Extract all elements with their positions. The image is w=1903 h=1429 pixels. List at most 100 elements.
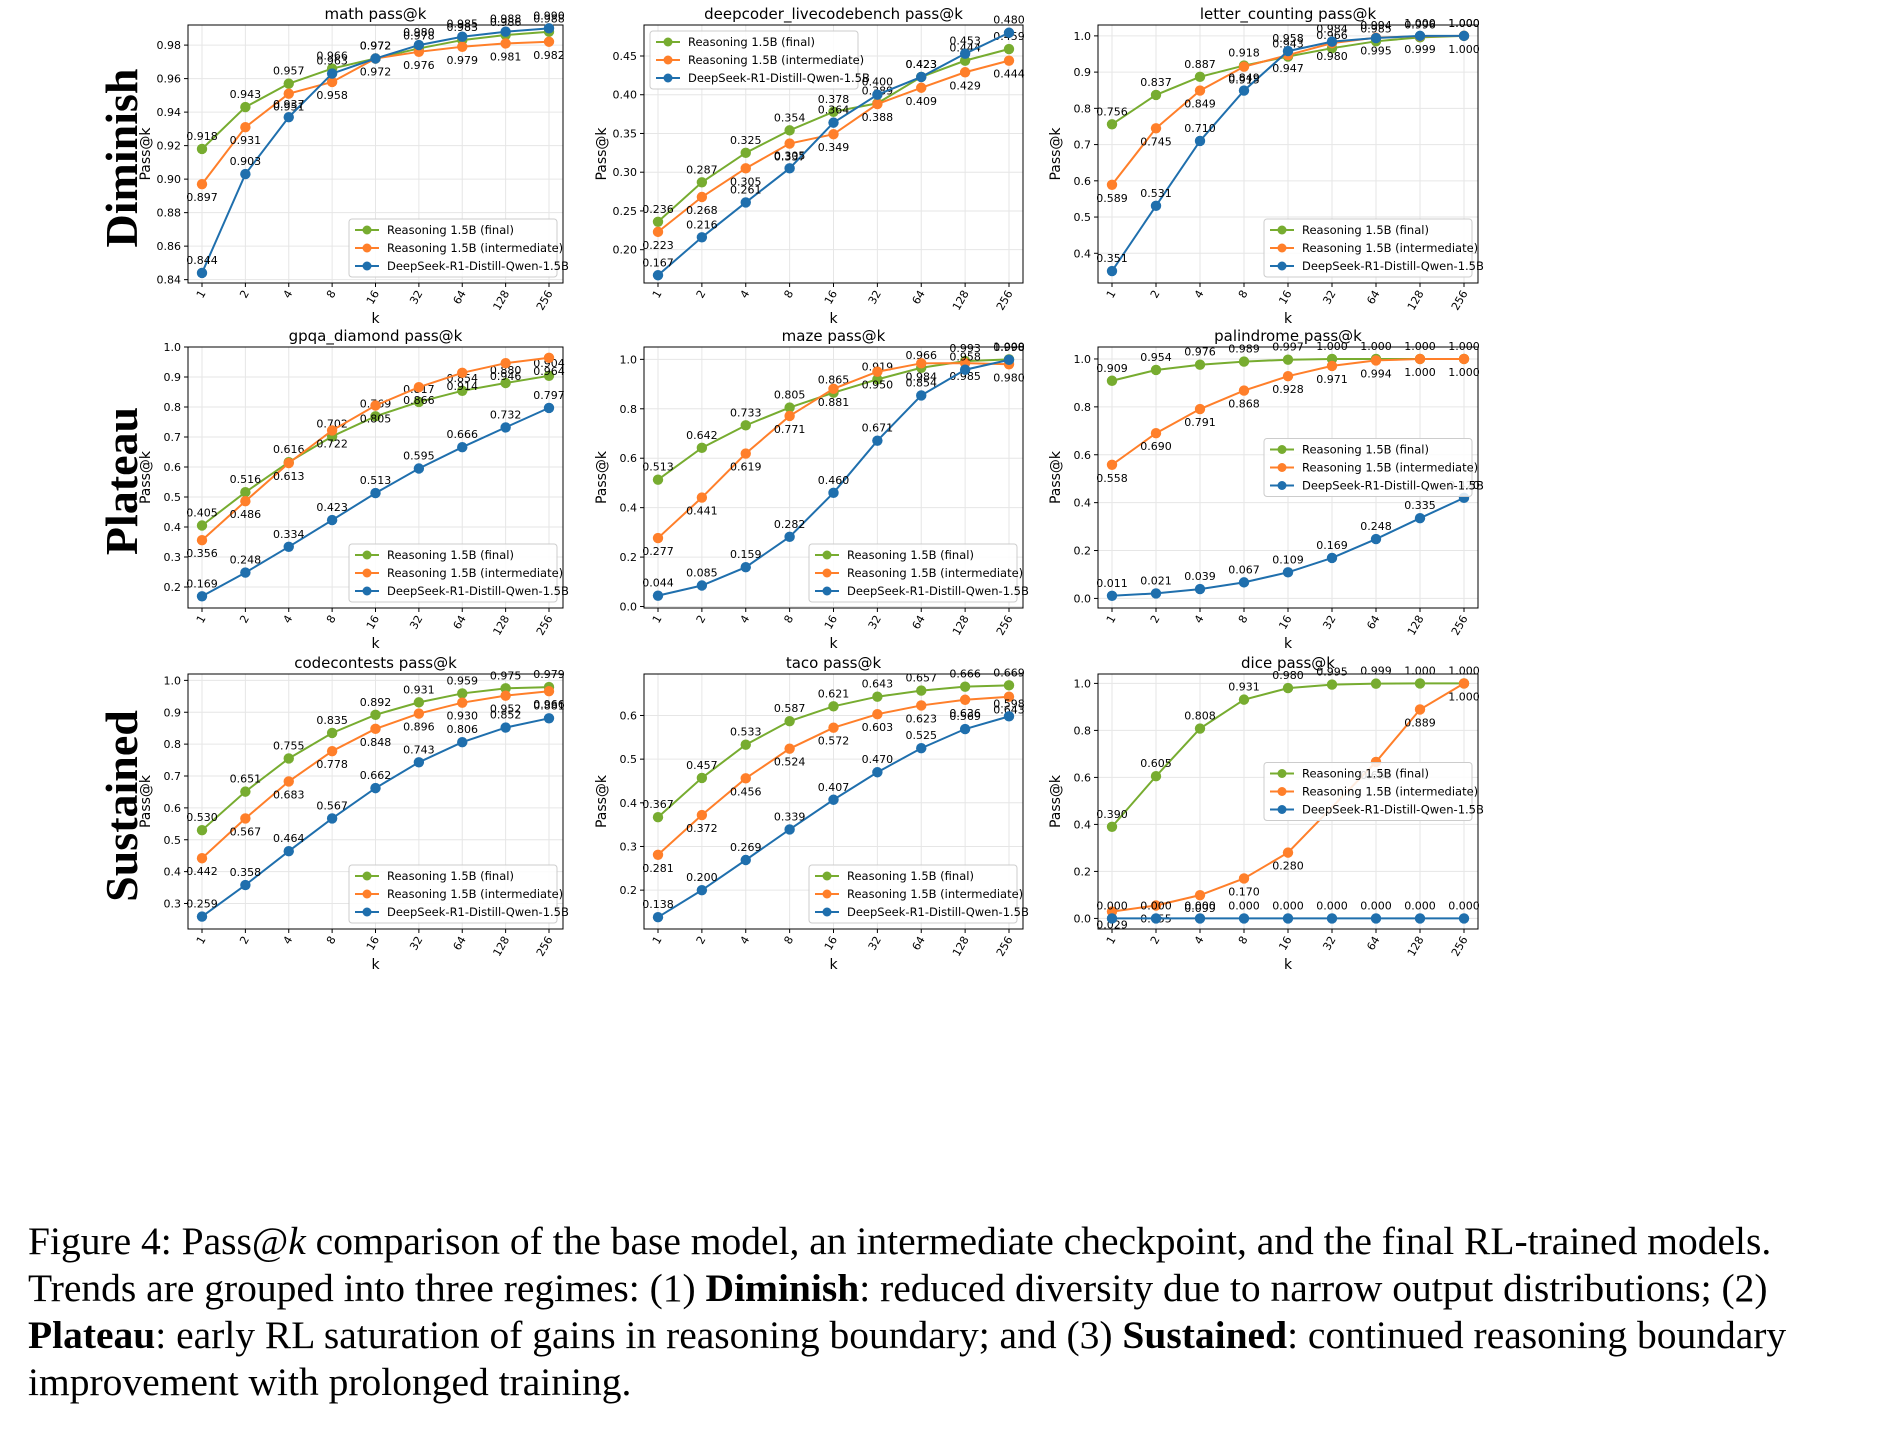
chart-4-series-1-point-4 — [828, 383, 839, 394]
chart-7-xtick-label-2: 4 — [738, 934, 753, 947]
chart-4-series-1-label-3: 0.771 — [774, 423, 806, 436]
chart-2-legend-label-1: Reasoning 1.5B (intermediate) — [1302, 241, 1478, 255]
chart-3-legend-label-2: DeepSeek-R1-Distill-Qwen-1.5B — [387, 584, 569, 598]
chart-3-series-0-label-8: 0.904 — [533, 357, 565, 370]
chart-0-xtick-label-0: 1 — [194, 288, 209, 301]
chart-4-xtick-label-8: 256 — [994, 613, 1016, 638]
chart-7-series-2-point-3 — [784, 824, 795, 835]
chart-5-legend-box — [1263, 438, 1473, 497]
chart-2-series-0-label-3: 0.918 — [1228, 47, 1260, 60]
chart-6-ytick-label-2: 0.5 — [164, 834, 182, 847]
chart-0-series-0-label-7: 0.986 — [490, 16, 522, 29]
chart-3-ytick-label-6: 0.8 — [164, 401, 182, 414]
chart-5-series-2-label-3: 0.067 — [1228, 563, 1260, 576]
chart-2-series-2-point-0 — [1106, 265, 1118, 277]
chart-4-series-0-point-2 — [740, 420, 751, 431]
chart-7-series-2-label-4: 0.407 — [818, 781, 850, 794]
chart-8-series-0-label-0: 0.390 — [1096, 808, 1128, 821]
chart-5-series-0-point-0 — [1106, 375, 1118, 386]
chart-6-series-1-label-8: 0.966 — [533, 698, 565, 711]
chart-4-ytick-label-0: 0.0 — [620, 601, 638, 614]
chart-7-series-0-point-8 — [1003, 680, 1015, 691]
chart-7-series-2-label-2: 0.269 — [730, 841, 762, 854]
chart-4-legend-box — [808, 543, 1018, 603]
chart-7-series-1-point-7 — [959, 694, 971, 705]
chart-6-series-0-point-7 — [500, 683, 511, 694]
chart-3-series-0-label-3: 0.702 — [316, 417, 348, 430]
chart-1-ytick-label-4: 0.40 — [613, 89, 638, 102]
chart-6-series-1-point-4 — [370, 723, 381, 735]
chart-7-series-0-point-4 — [828, 701, 839, 712]
chart-6-series-2-point-4 — [370, 782, 381, 794]
chart-3-legend-marker-0 — [362, 550, 372, 560]
chart-5-series-1-label-6: 0.994 — [1360, 367, 1392, 380]
chart-6-series-2-point-8 — [543, 713, 555, 724]
chart-3-xtick-label-0: 1 — [194, 613, 209, 626]
chart-7-series-1-point-8 — [1003, 691, 1015, 702]
chart-7-xlabel: k — [829, 957, 838, 973]
chart-8-xtick-label-4: 16 — [1276, 934, 1294, 953]
chart-1-ytick-label-5: 0.45 — [613, 50, 638, 63]
chart-3-ytick-label-4: 0.6 — [164, 461, 182, 474]
chart-6-legend-marker-2 — [362, 907, 372, 917]
chart-8-series-1-label-7: 0.889 — [1404, 716, 1436, 729]
chart-8-series-1-label-4: 0.280 — [1272, 860, 1304, 873]
chart-1-series-2-label-8: 0.480 — [993, 14, 1025, 27]
chart-3-legend-label-1: Reasoning 1.5B (intermediate) — [387, 566, 563, 580]
chart-7-series-0-point-2 — [740, 739, 751, 750]
chart-5-xtick-label-1: 2 — [1148, 613, 1163, 626]
chart-1-series-0-point-3 — [784, 125, 795, 136]
chart-1-series-2-label-7: 0.453 — [949, 35, 981, 48]
chart-7-legend-box — [808, 864, 1018, 924]
chart-1-series-2-label-5: 0.400 — [862, 76, 894, 89]
chart-4-title: maze pass@k — [782, 327, 886, 345]
chart-0-series-0-label-8: 0.988 — [533, 13, 565, 26]
chart-2-series-0-label-6: 0.985 — [1360, 22, 1392, 35]
chart-1-xtick-label-1: 2 — [694, 288, 709, 301]
chart-0-series-2-point-0 — [196, 267, 208, 279]
chart-0-ytick-label-6: 0.96 — [157, 73, 182, 86]
chart-0-series-2-point-7 — [500, 26, 511, 37]
chart-5-ylabel: Pass@k — [1048, 450, 1064, 504]
chart-0-series-2-point-4 — [370, 53, 381, 64]
chart-8-series-1-label-3: 0.170 — [1228, 885, 1260, 898]
chart-8-ytick-label-1: 0.2 — [1074, 865, 1092, 878]
chart-1-series-2-point-3 — [784, 163, 795, 174]
chart-1-legend-marker-0 — [663, 37, 673, 47]
chart-4-series-0-label-2: 0.733 — [730, 406, 762, 419]
chart-1-series-0-point-0 — [652, 216, 664, 227]
chart-8-xtick-label-1: 2 — [1148, 934, 1163, 947]
chart-0-series-1-label-3: 0.958 — [316, 89, 348, 102]
chart-4-legend-marker-0 — [822, 550, 832, 560]
chart-7-series-1-label-8: 0.643 — [993, 704, 1025, 717]
chart-6-series-2-label-8: 0.881 — [533, 699, 565, 712]
chart-4-xtick-label-1: 2 — [694, 613, 709, 626]
chart-0-series-0-point-0 — [196, 143, 208, 155]
chart-6-series-0-point-1 — [240, 786, 251, 797]
chart-2-series-2-point-3 — [1238, 85, 1250, 96]
chart-2-series-0-label-5: 0.966 — [1316, 29, 1348, 42]
chart-0-series-1-label-7: 0.981 — [490, 50, 522, 63]
chart-8-series-1-label-2: 0.099 — [1184, 902, 1216, 915]
chart-6-series-2-point-1 — [240, 879, 251, 891]
chart-1-xtick-label-3: 8 — [781, 288, 796, 301]
chart-2-xtick-label-1: 2 — [1148, 288, 1163, 301]
chart-2-title: letter_counting pass@k — [1200, 5, 1377, 24]
chart-3-series-1-point-2 — [283, 457, 294, 469]
chart-0-series-2-label-2: 0.937 — [273, 98, 305, 111]
chart-2-series-2-point-7 — [1414, 30, 1426, 42]
chart-5-series-1-label-3: 0.868 — [1228, 398, 1260, 411]
chart-5-series-2-point-1 — [1150, 588, 1162, 599]
chart-2-ytick-label-1: 0.5 — [1074, 211, 1092, 224]
chart-8-legend-marker-2 — [1277, 805, 1287, 814]
chart-3-series-0-point-6 — [457, 385, 468, 396]
chart-4-ylabel: Pass@k — [594, 450, 610, 504]
chart-0-series-0-label-0: 0.918 — [186, 130, 218, 143]
chart-8-ytick-label-2: 0.4 — [1074, 818, 1092, 831]
chart-2-ytick-label-4: 0.8 — [1074, 102, 1092, 115]
chart-0-series-1-label-8: 0.982 — [533, 49, 565, 62]
chart-0-series-1-label-1: 0.931 — [230, 134, 262, 147]
chart-6-series-2-label-7: 0.852 — [490, 709, 522, 722]
chart-5-legend-label-0: Reasoning 1.5B (final) — [1302, 443, 1429, 457]
chart-6-series-2-label-5: 0.743 — [403, 743, 435, 756]
